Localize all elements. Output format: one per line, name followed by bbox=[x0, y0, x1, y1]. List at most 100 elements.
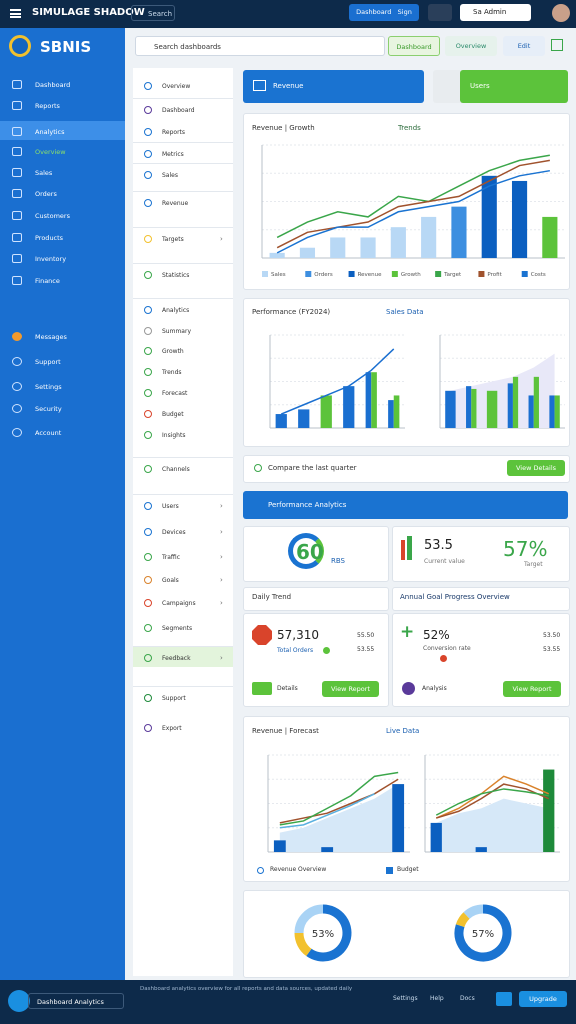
sub-label[interactable]: Campaigns bbox=[162, 600, 196, 607]
sub-label[interactable]: Export bbox=[162, 725, 182, 732]
sub-label[interactable]: Growth bbox=[162, 348, 184, 355]
dashboard-label: Dashboard bbox=[356, 8, 392, 16]
sub-label[interactable]: Summary bbox=[162, 328, 191, 335]
nav-label[interactable]: Customers bbox=[35, 212, 70, 220]
line bbox=[279, 771, 399, 826]
avatar[interactable] bbox=[552, 4, 570, 22]
donut-segment bbox=[454, 904, 512, 962]
bar bbox=[511, 180, 528, 258]
chart-title: Revenue | Growth bbox=[252, 124, 315, 132]
chart-card bbox=[243, 716, 570, 882]
sub-label[interactable]: Sales bbox=[162, 172, 178, 179]
kpi-value: 53.5 bbox=[424, 538, 453, 553]
search-button[interactable]: Search bbox=[131, 5, 175, 21]
nav-label[interactable]: Finance bbox=[35, 277, 60, 285]
sub-label[interactable]: Targets bbox=[162, 236, 184, 243]
nav-label[interactable]: Security bbox=[35, 405, 62, 413]
bar bbox=[542, 216, 558, 258]
sub-icon bbox=[144, 368, 152, 376]
sub-label[interactable]: Trends bbox=[162, 369, 182, 376]
line bbox=[279, 793, 375, 829]
sub-label[interactable]: Revenue bbox=[162, 200, 189, 207]
nav-icon bbox=[12, 80, 22, 89]
sub-label[interactable]: Feedback bbox=[162, 655, 191, 662]
stat-dot bbox=[440, 655, 447, 662]
nav-label[interactable]: Overview bbox=[35, 148, 66, 156]
nav-label[interactable]: Reports bbox=[35, 102, 60, 110]
footer-link[interactable]: Docs bbox=[460, 995, 475, 1002]
divider bbox=[133, 227, 233, 228]
nav-label[interactable]: Orders bbox=[35, 190, 57, 198]
notification-icon[interactable] bbox=[428, 4, 452, 21]
nav-label[interactable]: Sales bbox=[35, 169, 53, 177]
bar bbox=[445, 390, 456, 428]
sub-label[interactable]: Analytics bbox=[162, 307, 190, 314]
nav-icon bbox=[12, 276, 22, 285]
sub-icon bbox=[144, 502, 152, 510]
upgrade-button[interactable]: Upgrade bbox=[519, 991, 567, 1007]
toolbar-button[interactable]: Overview bbox=[445, 36, 497, 56]
nav-label[interactable]: Inventory bbox=[35, 255, 67, 263]
banner[interactable] bbox=[243, 491, 568, 519]
legend-swatch bbox=[391, 271, 398, 277]
sub-label[interactable]: Segments bbox=[162, 625, 193, 632]
footer-icon[interactable] bbox=[496, 992, 512, 1006]
label-row bbox=[243, 587, 389, 611]
sub-label[interactable]: Dashboard bbox=[162, 107, 195, 114]
footer-link[interactable]: Help bbox=[430, 995, 444, 1002]
menu-icon[interactable] bbox=[10, 9, 21, 18]
legend-label: Revenue Overview bbox=[270, 866, 327, 873]
user-chip[interactable]: Sa Admin bbox=[460, 4, 531, 21]
nav-label[interactable]: Account bbox=[35, 429, 62, 437]
bar bbox=[393, 395, 400, 428]
sub-icon bbox=[144, 271, 152, 279]
card-label: Users bbox=[470, 82, 490, 90]
footer-link[interactable]: Settings bbox=[393, 995, 418, 1002]
sub-icon bbox=[144, 410, 152, 418]
bar bbox=[273, 840, 286, 852]
nav-label[interactable]: Dashboard bbox=[35, 81, 71, 89]
nav-label[interactable]: Messages bbox=[35, 333, 67, 341]
line bbox=[435, 788, 549, 816]
search-input[interactable]: Search dashboards bbox=[135, 36, 385, 56]
bar bbox=[299, 247, 316, 258]
view-button[interactable]: View Details bbox=[507, 460, 565, 476]
chart-badge: Sales Data bbox=[386, 308, 424, 316]
dashboard-button[interactable]: Dashboard Sign bbox=[349, 4, 419, 21]
nav-label[interactable]: Analytics bbox=[35, 128, 65, 136]
sub-label[interactable]: Insights bbox=[162, 432, 186, 439]
nav-label[interactable]: Settings bbox=[35, 383, 62, 391]
kpi-icon bbox=[407, 536, 412, 560]
sub-label[interactable]: Channels bbox=[162, 466, 190, 473]
stat-a: 53.50 bbox=[543, 632, 561, 639]
footer-brand[interactable]: Dashboard Analytics bbox=[28, 993, 124, 1009]
sub-label[interactable]: Traffic bbox=[162, 554, 181, 561]
sub-label[interactable]: Support bbox=[162, 695, 186, 702]
sub-label[interactable]: Forecast bbox=[162, 390, 188, 397]
nav-label[interactable]: Support bbox=[35, 358, 61, 366]
line bbox=[276, 154, 550, 239]
nav-icon bbox=[12, 233, 22, 242]
sub-label[interactable]: Budget bbox=[162, 411, 184, 418]
sub-label[interactable]: Statistics bbox=[162, 272, 190, 279]
sub-label[interactable]: Overview bbox=[162, 83, 191, 90]
toolbar-button[interactable]: Dashboard bbox=[388, 36, 440, 56]
sub-label[interactable]: Goals bbox=[162, 577, 179, 584]
bar bbox=[388, 400, 394, 428]
sub-label[interactable]: Devices bbox=[162, 529, 186, 536]
report-button[interactable]: View Report bbox=[503, 681, 561, 697]
active-item[interactable] bbox=[0, 121, 125, 140]
area bbox=[279, 784, 399, 852]
report-button[interactable]: View Report bbox=[322, 681, 379, 697]
bar bbox=[421, 216, 437, 258]
expand-icon[interactable] bbox=[551, 39, 563, 51]
active-item[interactable] bbox=[133, 647, 233, 667]
revenue-card[interactable] bbox=[243, 70, 424, 103]
nav-label[interactable]: Products bbox=[35, 234, 64, 242]
footer bbox=[0, 980, 576, 1024]
sub-label[interactable]: Reports bbox=[162, 129, 186, 136]
divider bbox=[133, 98, 233, 99]
toolbar-button[interactable]: Edit bbox=[503, 36, 545, 56]
sub-label[interactable]: Metrics bbox=[162, 151, 184, 158]
sub-label[interactable]: Users bbox=[162, 503, 179, 510]
